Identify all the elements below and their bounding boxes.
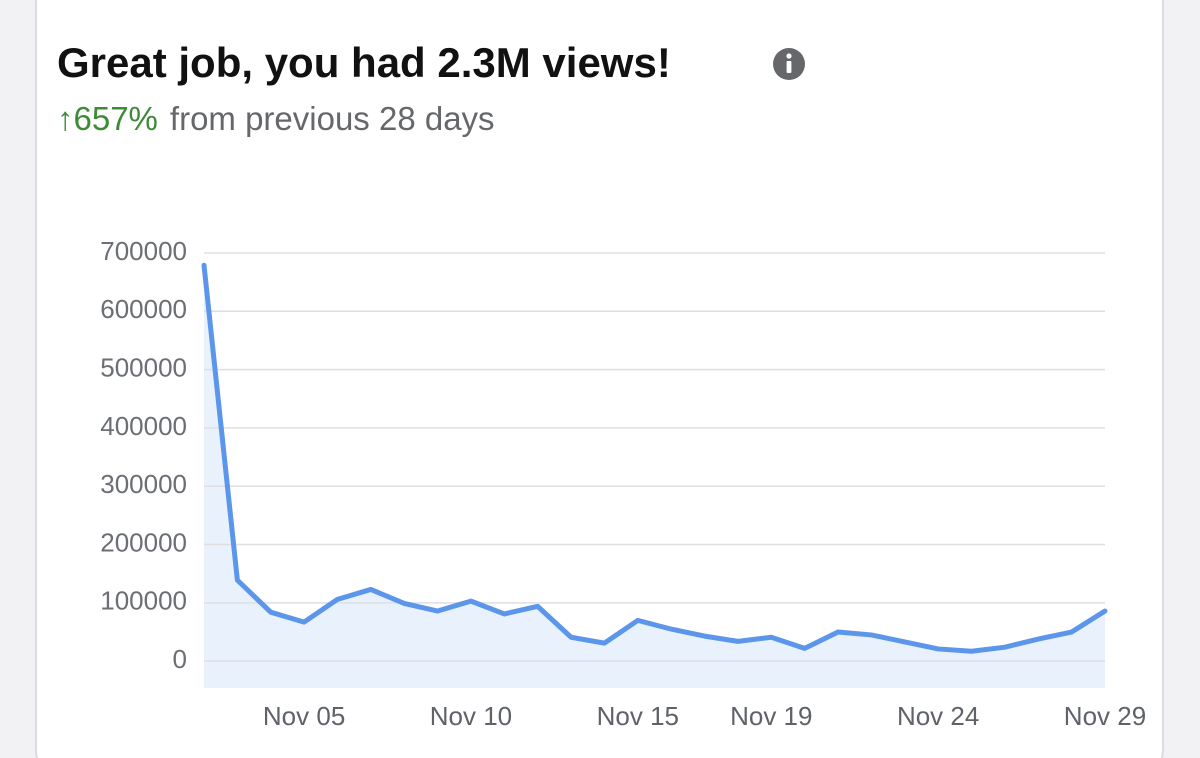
y-tick-label: 300000: [100, 469, 187, 499]
y-tick-label: 100000: [100, 586, 187, 616]
info-icon[interactable]: [773, 48, 805, 80]
x-tick-label: Nov 05: [263, 701, 345, 731]
y-tick-label: 0: [173, 644, 187, 674]
subtitle: ↑657% from previous 28 days: [57, 100, 495, 137]
x-tick-label: Nov 29: [1064, 701, 1146, 731]
y-tick-label: 400000: [100, 411, 187, 441]
change: ↑657%: [57, 100, 158, 137]
x-tick-label: Nov 15: [597, 701, 679, 731]
x-tick-label: Nov 10: [430, 701, 512, 731]
card: [35, 0, 1164, 758]
x-tick-label: Nov 24: [897, 701, 979, 731]
y-tick-label: 700000: [100, 236, 187, 266]
y-tick-label: 500000: [100, 352, 187, 382]
x-tick-label: Nov 19: [730, 701, 812, 731]
line: [201, 262, 1108, 654]
subtitle-text: from previous 28 days: [170, 100, 495, 137]
y-tick-label: 600000: [100, 294, 187, 324]
y-tick-label: 200000: [100, 527, 187, 557]
chart-title: Great job, you had 2.3M views!: [57, 39, 671, 86]
